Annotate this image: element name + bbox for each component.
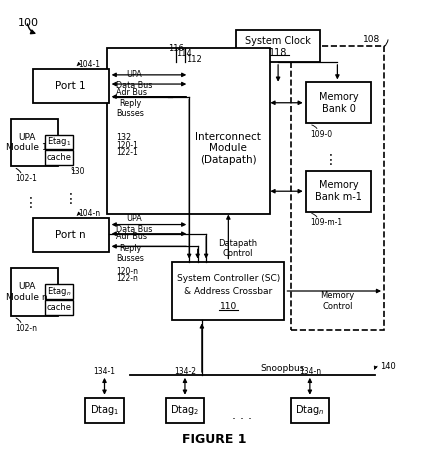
Text: 132: 132 [116,133,131,142]
Bar [45,300,72,314]
Text: Etag$_n$: Etag$_n$ [47,285,71,298]
Text: UPA
Module n: UPA Module n [6,283,47,302]
Text: 114: 114 [176,49,192,58]
Bar [85,398,123,423]
Text: Port 1: Port 1 [55,81,86,91]
Text: Port n: Port n [55,230,86,240]
Text: Etag$_1$: Etag$_1$ [47,135,71,148]
Text: 116: 116 [167,44,183,53]
Bar [305,171,370,212]
Text: 110: 110 [219,303,236,311]
Bar [235,30,320,62]
Text: Dtag$_2$: Dtag$_2$ [170,403,199,417]
Text: . . .: . . . [232,409,251,422]
Text: FIGURE 1: FIGURE 1 [182,433,246,446]
Text: 108: 108 [362,35,379,44]
Text: UPA
Module 1: UPA Module 1 [6,133,47,152]
Text: Memory
Control: Memory Control [320,291,354,311]
Text: 120-n: 120-n [116,267,138,276]
Text: Reply
Busses: Reply Busses [116,244,144,263]
Text: cache: cache [46,153,71,162]
Bar [12,268,58,316]
Bar [172,262,284,320]
Text: Reply
Busses: Reply Busses [116,99,144,118]
Text: 134-2: 134-2 [173,367,196,376]
Text: Adr Bus: Adr Bus [116,232,147,241]
Text: & Address Crossbar: & Address Crossbar [184,287,272,295]
Bar [12,119,58,166]
Text: 100: 100 [17,18,39,28]
Text: 104-n: 104-n [78,209,100,218]
Text: UPA
Data Bus: UPA Data Bus [116,71,153,90]
Bar [166,398,204,423]
Text: 134-1: 134-1 [93,367,115,376]
Text: 134-n: 134-n [298,367,320,376]
Bar [106,48,269,214]
Bar [45,284,72,299]
Text: Memory
Bank 0: Memory Bank 0 [318,92,357,114]
Text: ⋮: ⋮ [323,153,337,167]
Text: 130: 130 [70,167,85,176]
Bar [305,82,370,123]
Text: Snoopbus: Snoopbus [259,364,304,373]
Text: 120-1: 120-1 [116,141,138,150]
Bar [32,218,109,253]
Text: 122-n: 122-n [116,274,138,283]
Text: 122-1: 122-1 [116,148,138,157]
Text: Dtag$_1$: Dtag$_1$ [90,403,119,417]
Bar [45,135,72,149]
Text: Adr Bus: Adr Bus [116,88,147,97]
Text: 109-0: 109-0 [309,130,331,139]
Text: 112: 112 [186,55,201,64]
Text: 102-1: 102-1 [15,174,37,183]
Text: System Clock: System Clock [245,36,310,46]
Text: cache: cache [46,303,71,312]
Text: 118: 118 [268,48,287,58]
Bar [290,398,328,423]
Bar [32,69,109,103]
Text: ⋮: ⋮ [23,196,37,210]
Text: 104-1: 104-1 [78,60,100,69]
Text: Dtag$_n$: Dtag$_n$ [294,403,324,417]
Bar [45,151,72,165]
Text: Datapath
Control: Datapath Control [218,239,257,258]
Text: System Controller (SC): System Controller (SC) [176,273,279,283]
Bar [189,85,267,212]
Text: Interconnect
Module
(Datapath): Interconnect Module (Datapath) [195,131,261,165]
Text: 140: 140 [379,362,394,371]
Text: ⋮: ⋮ [63,192,78,206]
Text: 102-n: 102-n [15,324,37,333]
Text: UPA
Data Bus: UPA Data Bus [116,214,153,233]
Text: 109-m-1: 109-m-1 [309,218,341,228]
Bar [290,46,383,329]
Text: Memory
Bank m-1: Memory Bank m-1 [314,181,361,202]
